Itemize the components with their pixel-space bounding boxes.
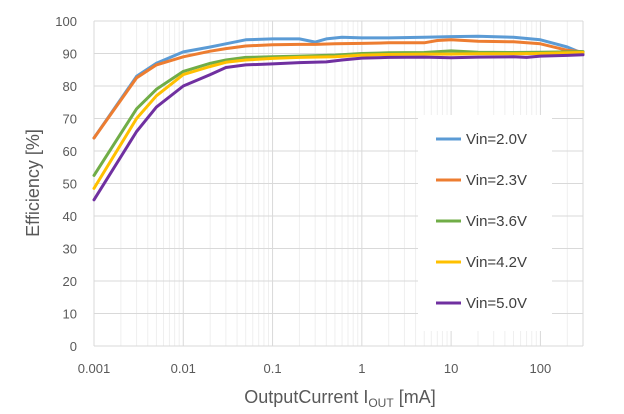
legend-label: Vin=5.0V [466, 295, 527, 312]
y-tick-labels: 0 10 20 30 40 50 60 70 80 90 100 [55, 14, 77, 354]
legend: Vin=2.0V Vin=2.3V Vin=3.6V Vin=4.2V Vin=5.0V [418, 115, 552, 331]
legend-label: Vin=3.6V [466, 213, 527, 230]
x-tick-label: 0.01 [171, 361, 196, 376]
y-tick-label: 20 [63, 274, 77, 289]
series-line [92, 38, 585, 140]
x-axis-label-subscript: OUT [368, 396, 394, 410]
series-line [92, 53, 585, 202]
legend-label: Vin=4.2V [466, 254, 527, 271]
series-line [92, 34, 585, 140]
x-axis-label-unit: [mA] [394, 387, 436, 407]
y-tick-label: 100 [55, 14, 77, 29]
x-tick-labels: 0.001 0.01 0.1 1 10 100 [78, 361, 552, 376]
y-tick-label: 10 [63, 307, 77, 322]
y-tick-label: 80 [63, 79, 77, 94]
y-tick-label: 50 [63, 177, 77, 192]
x-axis-label: OutputCurrent IOUT [mA] [244, 387, 435, 410]
x-tick-label: 0.001 [78, 361, 111, 376]
y-tick-label: 0 [70, 339, 77, 354]
x-tick-label: 10 [444, 361, 458, 376]
x-axis-label-main: OutputCurrent I [244, 387, 368, 407]
y-tick-label: 70 [63, 112, 77, 127]
y-tick-label: 60 [63, 144, 77, 159]
x-tick-label: 1 [358, 361, 365, 376]
x-tick-label: 0.1 [264, 361, 282, 376]
legend-label: Vin=2.3V [466, 172, 527, 189]
legend-background [418, 115, 552, 331]
series-line [92, 51, 585, 190]
legend-label: Vin=2.0V [466, 131, 527, 148]
x-tick-label: 100 [530, 361, 552, 376]
y-tick-label: 90 [63, 47, 77, 62]
y-tick-label: 40 [63, 209, 77, 224]
series-lines [92, 34, 585, 202]
y-tick-label: 30 [63, 242, 77, 257]
y-axis-label: Efficiency [%] [23, 129, 43, 237]
